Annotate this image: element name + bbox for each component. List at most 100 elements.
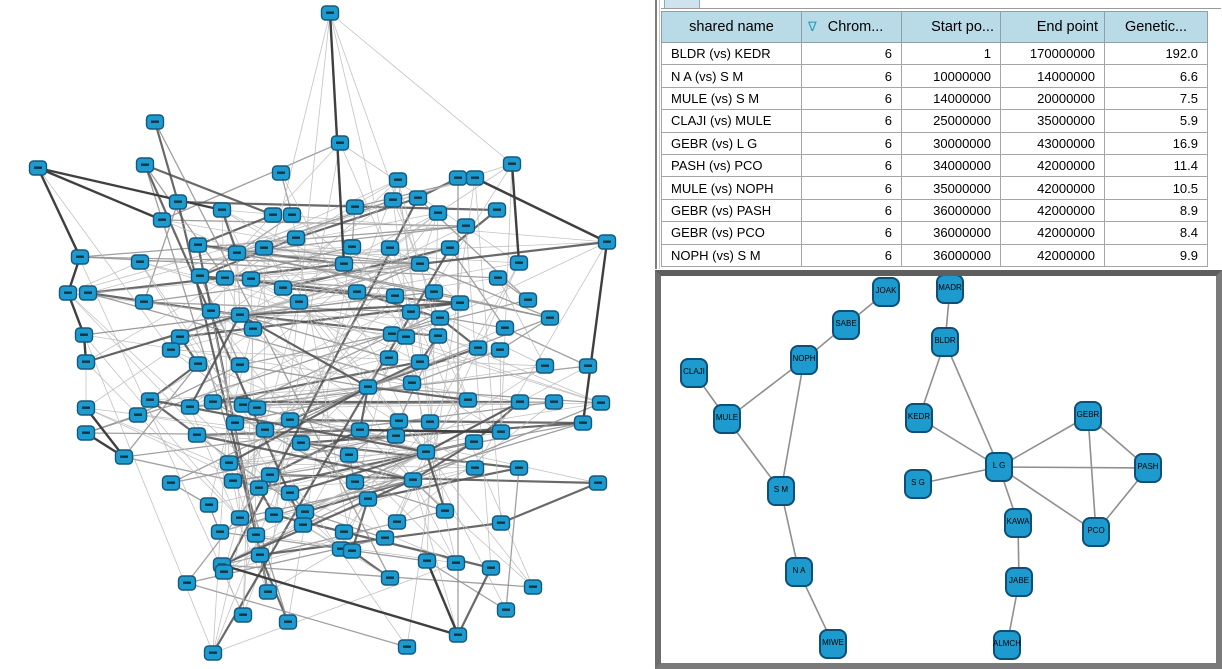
edge[interactable] [139,261,408,648]
edge[interactable] [208,451,427,506]
column-header-chromosome[interactable]: ∇ Chrom... [801,11,902,43]
edge[interactable] [212,562,457,654]
edge[interactable] [425,401,521,453]
network-node[interactable] [180,399,200,415]
network-node[interactable] [416,444,436,460]
edge[interactable] [367,317,551,388]
edge[interactable] [83,334,214,654]
network-node[interactable] [334,524,354,540]
table-cell[interactable]: N A (vs) S M [661,64,802,88]
edge[interactable] [343,530,492,570]
network-node[interactable] [465,460,485,476]
table-cell[interactable]: 10.5 [1104,176,1208,200]
network-node[interactable] [271,165,291,181]
network-node[interactable] [230,357,250,373]
edge[interactable] [282,263,421,289]
edge[interactable] [397,179,431,423]
network-node[interactable] [249,480,269,496]
column-header-genetic[interactable]: Genetic... [1104,11,1208,43]
edge[interactable] [391,333,602,404]
table-cell[interactable]: NOPH (vs) S M [661,243,802,267]
table-cell[interactable]: 36000000 [901,243,1001,267]
table-cell[interactable]: 36000000 [901,221,1001,245]
edge[interactable] [143,201,179,303]
edge[interactable] [340,357,390,550]
column-header-start-position[interactable]: Start po... [901,11,1001,43]
table-cell[interactable]: 6 [801,243,902,267]
network-node[interactable] [510,394,530,410]
edge[interactable] [367,386,602,404]
edge[interactable] [210,310,291,421]
network-node[interactable] [410,256,430,272]
table-row[interactable]: NOPH (vs) S M 6 36000000 42000000 9.9 [661,243,1208,267]
network-node[interactable] [428,205,448,221]
network-node[interactable] [76,425,96,441]
edge-highlighted[interactable] [37,166,163,222]
table-cell[interactable]: 43000000 [1000,131,1105,155]
edge[interactable] [242,407,258,616]
table-row[interactable]: GEBR (vs) PASH 6 36000000 42000000 8.9 [661,198,1208,223]
table-cell[interactable]: 25000000 [901,109,1001,133]
edge[interactable] [412,479,457,564]
network-node[interactable] [241,271,261,287]
table-cell[interactable]: 170000000 [1000,41,1105,66]
network-node[interactable] [417,553,437,569]
edge[interactable] [367,385,469,402]
network-node[interactable] [448,627,468,643]
network-node[interactable] [161,475,181,491]
network-node[interactable] [76,400,96,416]
edge[interactable] [397,179,446,512]
table-cell[interactable]: 20000000 [1000,86,1105,111]
table-cell[interactable]: 6 [801,64,902,88]
edge[interactable] [161,142,341,221]
table-cell[interactable]: 42000000 [1000,221,1105,245]
edge[interactable] [1087,415,1097,533]
edge[interactable] [474,177,502,524]
filtered-network-canvas[interactable]: JOAK MADR SABE BLDR NOPH CLAJI MULE KEDR GEBR L G… [661,276,1216,663]
network-node-miwe[interactable]: MIWE [819,629,847,659]
network-node[interactable] [450,295,470,311]
network-node[interactable] [177,575,197,591]
table-row[interactable]: BLDR (vs) KEDR 6 1 170000000 192.0 [661,41,1208,66]
network-node[interactable] [388,172,408,188]
network-node[interactable] [58,285,78,301]
network-node[interactable] [219,455,239,471]
network-node[interactable] [509,460,529,476]
edge-highlighted[interactable] [359,428,502,434]
edge[interactable] [505,467,520,611]
network-node-almch[interactable]: ALMCH [993,630,1021,660]
table-cell[interactable]: 6 [801,86,902,111]
edge[interactable] [212,429,266,654]
table-row[interactable]: GEBR (vs) L G 6 30000000 43000000 16.9 [661,131,1208,155]
table-cell[interactable]: 36000000 [901,198,1001,223]
network-node[interactable] [518,292,538,308]
edge[interactable] [239,301,461,317]
edge[interactable] [170,349,398,523]
edge[interactable] [239,314,390,359]
network-node[interactable] [435,503,455,519]
network-node[interactable] [345,474,365,490]
edge-highlighted[interactable] [85,407,125,458]
network-node[interactable] [280,412,300,428]
network-node[interactable] [188,356,208,372]
table-cell[interactable]: MULE (vs) NOPH [661,176,802,200]
network-node[interactable] [424,284,444,300]
table-cell[interactable]: 10000000 [901,64,1001,88]
network-node[interactable] [380,570,400,586]
network-node[interactable] [260,467,280,483]
edge-highlighted[interactable] [36,167,82,258]
network-node[interactable] [134,294,154,310]
edge[interactable] [83,334,241,519]
network-node[interactable] [295,504,315,520]
network-node[interactable] [523,579,543,595]
network-node[interactable] [410,354,430,370]
table-cell[interactable]: GEBR (vs) L G [661,131,802,155]
edge[interactable] [354,451,427,483]
network-node-pco[interactable]: PCO [1082,517,1110,547]
network-node-madr[interactable]: MADR [936,276,964,304]
network-node[interactable] [468,340,488,356]
table-cell[interactable]: 7.5 [1104,86,1208,111]
table-cell[interactable]: 42000000 [1000,198,1105,223]
edge[interactable] [223,521,398,573]
network-node[interactable] [187,427,207,443]
